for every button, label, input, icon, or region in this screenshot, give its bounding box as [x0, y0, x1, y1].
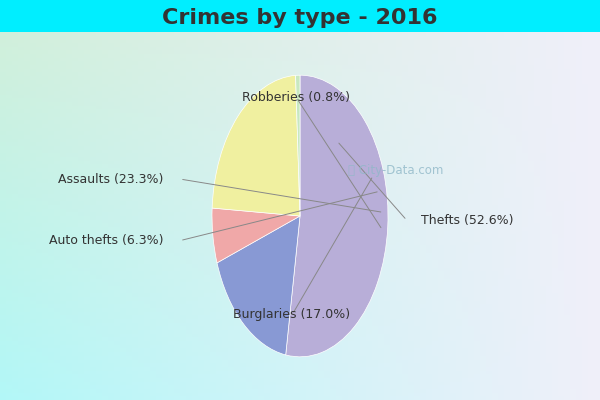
Wedge shape [212, 75, 300, 216]
Wedge shape [212, 208, 300, 263]
Wedge shape [217, 216, 300, 355]
Text: Robberies (0.8%): Robberies (0.8%) [242, 91, 350, 104]
Wedge shape [286, 75, 388, 357]
Text: Burglaries (17.0%): Burglaries (17.0%) [233, 308, 350, 321]
Text: Auto thefts (6.3%): Auto thefts (6.3%) [49, 234, 164, 247]
Wedge shape [296, 75, 300, 216]
Text: ⓘ City-Data.com: ⓘ City-Data.com [349, 164, 444, 177]
Text: Thefts (52.6%): Thefts (52.6%) [421, 214, 514, 227]
Text: Assaults (23.3%): Assaults (23.3%) [58, 172, 164, 186]
Text: Crimes by type - 2016: Crimes by type - 2016 [162, 8, 438, 28]
